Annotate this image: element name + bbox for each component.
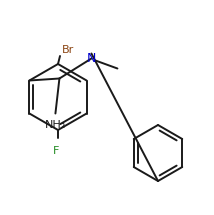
Text: F: F: [53, 146, 59, 156]
Text: NH₂: NH₂: [45, 120, 66, 129]
Text: N: N: [87, 52, 96, 65]
Text: Br: Br: [62, 45, 74, 55]
